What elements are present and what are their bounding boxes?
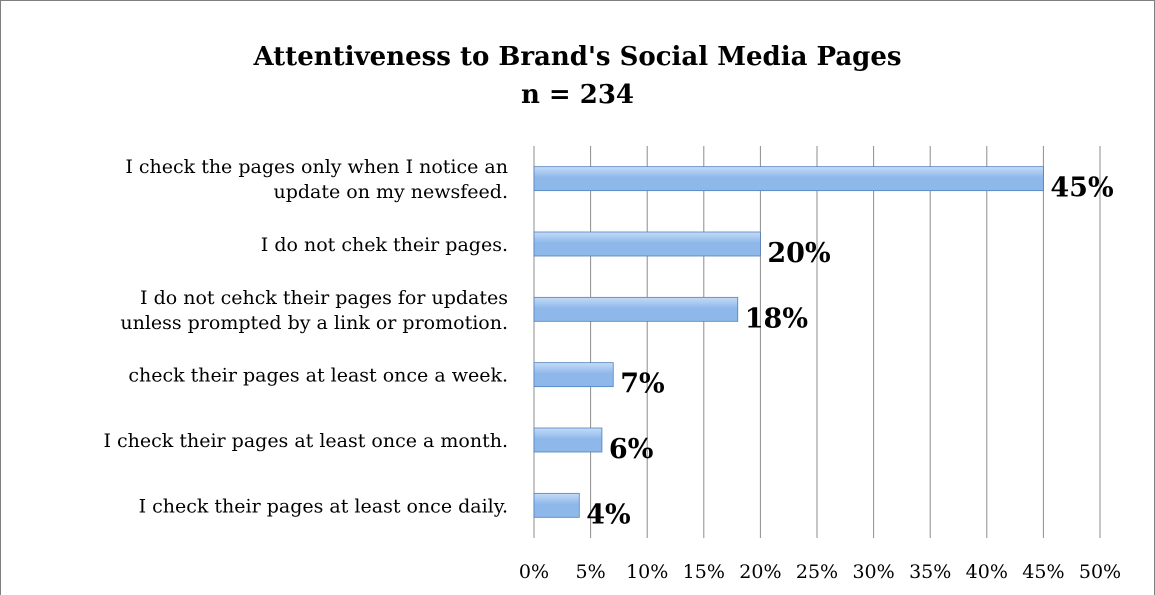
x-tick-label: 25% xyxy=(796,561,838,583)
x-tick-label: 30% xyxy=(852,561,894,583)
x-tick-label: 45% xyxy=(1022,561,1064,583)
category-label: I check their pages at least once a mont… xyxy=(103,430,508,452)
category-label: check their pages at least once a week. xyxy=(128,365,508,387)
x-tick-label: 35% xyxy=(909,561,951,583)
chart-title: Attentiveness to Brand's Social Media Pa… xyxy=(253,42,902,72)
data-label: 6% xyxy=(609,434,653,465)
bar xyxy=(533,296,739,322)
category-label: I do not cehck their pages for updates xyxy=(140,287,508,309)
data-label: 45% xyxy=(1050,173,1113,204)
bar xyxy=(533,427,603,453)
x-tick-label: 10% xyxy=(626,561,668,583)
category-label: I check the pages only when I notice an xyxy=(125,156,508,178)
x-tick-label: 15% xyxy=(683,561,725,583)
data-label: 7% xyxy=(620,369,664,400)
category-label: I do not chek their pages. xyxy=(261,234,508,256)
bar xyxy=(533,231,761,257)
x-tick-label: 20% xyxy=(739,561,781,583)
data-labels: 45% 20% 18% 7% 6% 4% xyxy=(586,173,1113,531)
x-tick-labels: 0% 5% 10% 15% 20% 25% 30% 35% 40% 45% 50% xyxy=(519,561,1121,583)
bars xyxy=(533,166,1044,518)
category-label: unless prompted by a link or promotion. xyxy=(120,312,508,334)
x-tick-label: 50% xyxy=(1079,561,1121,583)
grid-lines xyxy=(533,146,1101,538)
data-label: 4% xyxy=(586,499,630,530)
data-label: 20% xyxy=(767,238,830,269)
category-labels: I check the pages only when I notice an u… xyxy=(103,156,508,517)
category-label: I check their pages at least once daily. xyxy=(139,495,508,517)
bar xyxy=(533,362,614,388)
x-tick-label: 5% xyxy=(576,561,606,583)
x-tick-label: 40% xyxy=(966,561,1008,583)
bar xyxy=(533,492,580,518)
bar xyxy=(533,166,1044,192)
data-label: 18% xyxy=(745,303,808,334)
x-tick-label: 0% xyxy=(519,561,549,583)
category-label: update on my newsfeed. xyxy=(273,181,508,203)
chart-subtitle: n = 234 xyxy=(520,80,635,110)
